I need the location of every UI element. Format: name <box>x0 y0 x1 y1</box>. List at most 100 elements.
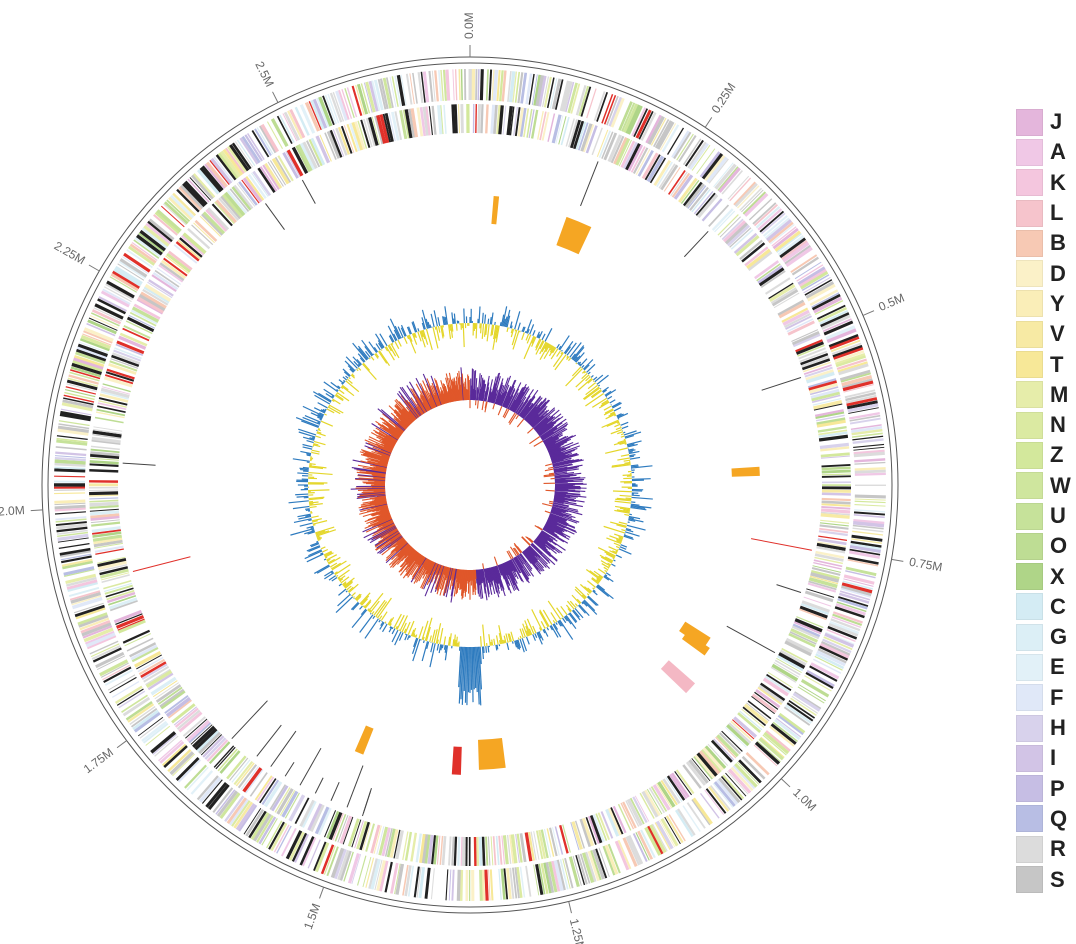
gc-skew-bar <box>388 405 410 426</box>
gc-content-bar <box>345 356 358 369</box>
cog-feature-forward <box>141 720 168 743</box>
gc-content-bar <box>619 507 631 511</box>
gc-skew-bar <box>550 449 575 459</box>
gc-content-bar <box>377 597 392 619</box>
gc-skew-bar <box>461 569 465 600</box>
gc-skew-bar <box>508 412 516 424</box>
gc-skew-bar <box>516 389 534 415</box>
gc-content-bar <box>306 545 321 552</box>
cog-feature-reverse <box>708 204 730 227</box>
gc-content-bar <box>611 464 631 468</box>
gc-skew-bar <box>500 384 510 406</box>
gc-skew-bar <box>463 569 466 593</box>
gc-content-bar <box>344 581 353 589</box>
cog-feature-forward <box>145 222 172 245</box>
gc-content-bar <box>542 609 553 626</box>
gc-content-bar <box>544 328 553 342</box>
gc-skew-bar <box>360 454 389 463</box>
cog-feature-forward <box>276 115 293 145</box>
cog-feature-forward <box>139 718 165 739</box>
cog-feature-forward <box>368 80 380 112</box>
gc-skew-bar <box>434 564 440 575</box>
cog-feature-forward <box>118 690 146 709</box>
cog-feature-reverse <box>607 807 622 836</box>
legend-swatch <box>1016 684 1043 712</box>
gc-skew-bar <box>362 518 393 533</box>
cog-feature-forward <box>138 232 165 253</box>
cog-feature-forward <box>587 850 600 882</box>
gc-skew-bar <box>540 532 554 542</box>
cog-feature-reverse <box>156 267 181 285</box>
gc-content-bar <box>312 436 316 439</box>
gc-content-bar <box>297 472 309 475</box>
gc-content-bar <box>317 538 321 541</box>
cog-feature-forward <box>103 286 132 303</box>
cog-feature-forward <box>61 402 93 412</box>
cog-feature-reverse <box>786 318 814 333</box>
legend-item-c: C <box>1016 592 1076 622</box>
cog-feature-forward <box>402 864 409 896</box>
gc-content-bar <box>604 569 608 573</box>
cog-feature-forward <box>54 462 86 467</box>
gc-skew-bar <box>364 516 392 529</box>
cog-feature-reverse <box>256 776 275 802</box>
gc-skew-bar <box>371 503 388 509</box>
cog-feature-forward <box>817 306 848 323</box>
gc-content-bar <box>408 334 413 342</box>
cog-feature-reverse <box>136 299 163 315</box>
cog-feature-reverse <box>743 703 769 725</box>
cog-feature-forward <box>805 672 834 689</box>
gc-skew-bar <box>537 535 560 554</box>
cog-feature-reverse <box>249 772 268 797</box>
gc-skew-bar <box>374 530 399 546</box>
gc-content-bar <box>550 612 558 623</box>
gc-skew-bar <box>375 507 389 512</box>
gc-skew-bar <box>402 408 415 422</box>
gc-skew-bar <box>495 384 504 405</box>
gc-content-bar <box>617 439 626 444</box>
gc-skew-bar <box>415 383 431 411</box>
gc-content-bar <box>387 618 393 626</box>
cog-feature-forward <box>509 867 515 899</box>
cog-feature-forward <box>847 403 879 413</box>
gc-skew-bar <box>517 399 529 416</box>
gc-content-bar <box>604 408 614 414</box>
gc-skew-bar <box>502 563 515 592</box>
cog-feature-forward <box>770 723 797 745</box>
cog-feature-reverse <box>98 564 128 572</box>
gc-skew-bar <box>527 399 551 424</box>
cog-feature-forward <box>598 847 610 878</box>
cog-feature-forward <box>54 507 86 512</box>
gc-skew-bar <box>381 438 395 447</box>
cog-feature-reverse <box>142 288 169 306</box>
cog-feature-forward <box>238 804 258 832</box>
gc-content-bar <box>559 619 574 640</box>
cog-feature-reverse <box>89 460 119 465</box>
gc-content-bar <box>426 641 430 650</box>
gc-content-bar <box>425 328 433 351</box>
gc-content-bar <box>425 626 431 642</box>
cog-feature-reverse <box>453 836 458 866</box>
gc-content-bar <box>614 423 621 428</box>
cog-feature-forward <box>496 69 501 102</box>
gc-content-bar <box>596 374 609 385</box>
legend-swatch <box>1016 653 1043 681</box>
gc-content-bar <box>539 343 550 361</box>
legend-label: Y <box>1050 290 1065 316</box>
cog-feature-reverse <box>145 669 173 689</box>
cog-feature-reverse <box>543 828 552 858</box>
gc-content-bar <box>610 521 627 527</box>
cog-feature-forward <box>753 204 778 227</box>
gc-skew-bar <box>370 515 391 525</box>
cog-feature-reverse <box>813 559 843 568</box>
gc-skew-bar <box>357 493 386 498</box>
gc-content-bar <box>578 604 590 617</box>
cog-feature-forward <box>127 703 155 723</box>
cog-feature-forward <box>163 201 189 225</box>
gc-skew-bar <box>390 540 407 554</box>
cog-feature-reverse <box>658 163 676 189</box>
cog-feature-forward <box>786 702 814 722</box>
gc-content-bar <box>364 345 373 357</box>
cog-feature-forward <box>60 408 92 416</box>
gc-content-bar <box>311 529 315 532</box>
